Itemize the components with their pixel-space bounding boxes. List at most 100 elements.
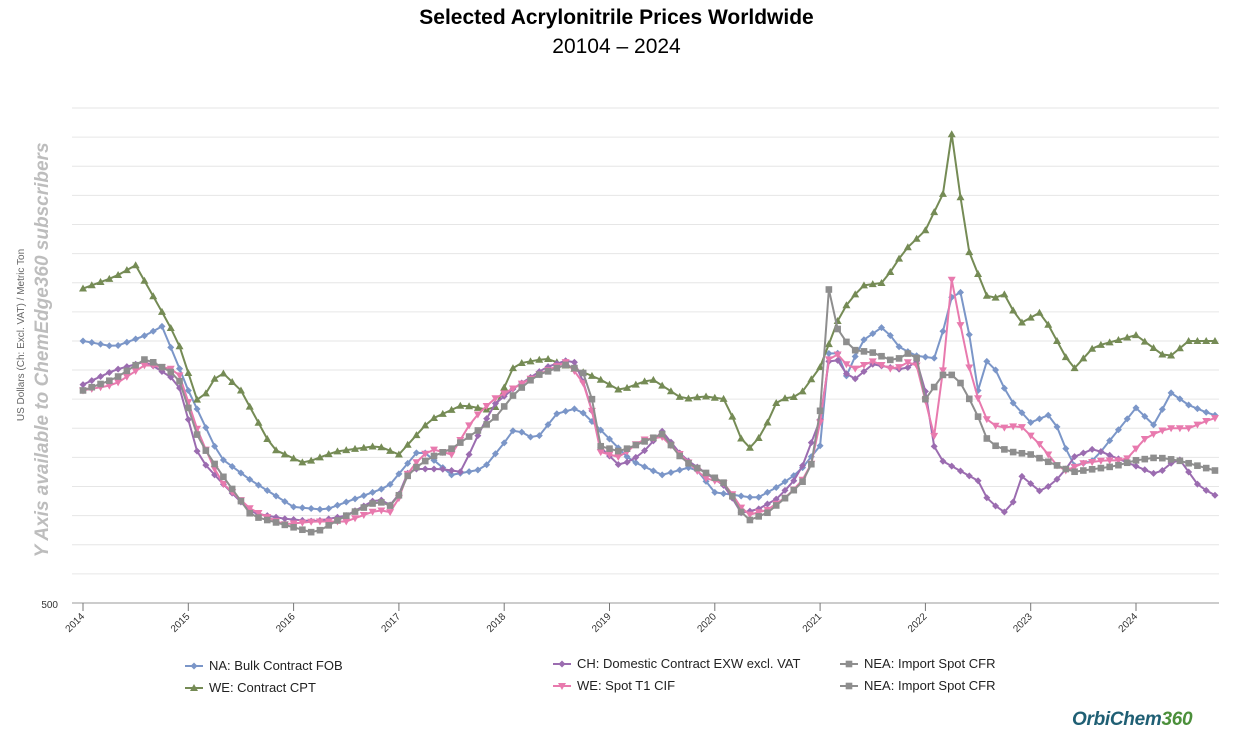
data-point[interactable] [623, 458, 631, 466]
data-point[interactable] [675, 392, 684, 400]
data-point[interactable] [1035, 441, 1044, 449]
legend-item[interactable]: NEA: Import Spot CFR [840, 678, 995, 693]
data-point[interactable] [465, 451, 473, 458]
data-point[interactable] [1202, 408, 1210, 416]
data-point[interactable] [912, 234, 921, 242]
data-point[interactable] [904, 350, 912, 357]
data-point[interactable] [526, 357, 535, 365]
data-point[interactable] [553, 364, 561, 372]
legend-item[interactable]: NEA: Import Spot CFR [840, 656, 995, 671]
data-point[interactable] [386, 446, 395, 454]
data-point[interactable] [957, 467, 964, 475]
data-point[interactable] [88, 383, 96, 391]
data-point[interactable] [237, 497, 245, 505]
data-point[interactable] [658, 430, 666, 438]
data-point[interactable] [377, 507, 386, 515]
data-point[interactable] [307, 505, 315, 513]
data-point[interactable] [693, 464, 701, 472]
data-point[interactable] [201, 389, 210, 397]
data-point[interactable] [255, 514, 262, 521]
data-point[interactable] [845, 660, 853, 667]
data-point[interactable] [404, 472, 411, 480]
data-point[interactable] [982, 291, 991, 299]
data-point[interactable] [930, 354, 938, 362]
data-point[interactable] [474, 432, 482, 440]
data-point[interactable] [315, 453, 324, 461]
data-point[interactable] [1194, 462, 1201, 469]
data-point[interactable] [1141, 412, 1149, 420]
data-point[interactable] [290, 503, 298, 511]
data-point[interactable] [641, 463, 649, 471]
data-point[interactable] [289, 520, 298, 528]
data-point[interactable] [1150, 421, 1158, 429]
data-point[interactable] [123, 367, 131, 375]
data-point[interactable] [281, 515, 289, 523]
data-point[interactable] [1185, 468, 1193, 476]
data-point[interactable] [1026, 432, 1035, 440]
data-point[interactable] [596, 449, 605, 457]
data-point[interactable] [939, 371, 947, 379]
data-point[interactable] [228, 462, 236, 470]
data-point[interactable] [79, 387, 87, 394]
data-point[interactable] [413, 463, 420, 471]
data-point[interactable] [842, 301, 851, 309]
data-point[interactable] [289, 454, 298, 462]
data-point[interactable] [754, 509, 763, 517]
data-point[interactable] [1080, 467, 1087, 474]
data-point[interactable] [948, 371, 956, 379]
data-point[interactable] [509, 427, 517, 435]
data-point[interactable] [439, 465, 447, 473]
data-point[interactable] [1097, 464, 1105, 472]
data-point[interactable] [614, 453, 623, 461]
data-point[interactable] [666, 387, 675, 395]
data-point[interactable] [245, 402, 254, 410]
data-point[interactable] [167, 373, 175, 381]
data-point[interactable] [587, 371, 596, 379]
data-point[interactable] [474, 466, 482, 474]
data-point[interactable] [1167, 456, 1175, 463]
data-point[interactable] [1149, 344, 1158, 352]
data-point[interactable] [720, 479, 727, 486]
data-point[interactable] [333, 501, 341, 509]
data-point[interactable] [281, 497, 289, 505]
data-point[interactable] [386, 480, 394, 488]
data-point[interactable] [746, 493, 754, 501]
data-point[interactable] [1176, 395, 1184, 403]
data-point[interactable] [412, 459, 421, 467]
data-point[interactable] [1079, 449, 1087, 457]
data-point[interactable] [833, 351, 842, 359]
data-point[interactable] [834, 325, 841, 333]
data-point[interactable] [693, 393, 702, 401]
data-point[interactable] [982, 416, 991, 424]
data-point[interactable] [447, 405, 456, 413]
data-point[interactable] [1158, 405, 1166, 413]
data-point[interactable] [395, 470, 403, 478]
data-point[interactable] [237, 469, 245, 477]
data-point[interactable] [132, 361, 139, 369]
data-point[interactable] [746, 516, 754, 524]
data-point[interactable] [1000, 290, 1009, 298]
data-point[interactable] [114, 365, 122, 373]
data-point[interactable] [1105, 338, 1114, 346]
data-point[interactable] [974, 477, 982, 485]
data-point[interactable] [105, 382, 114, 390]
data-point[interactable] [1211, 467, 1219, 474]
data-point[interactable] [895, 364, 904, 372]
data-point[interactable] [88, 377, 96, 385]
data-point[interactable] [1158, 350, 1167, 358]
data-point[interactable] [558, 682, 566, 690]
legend-item[interactable]: WE: Spot T1 CIF [553, 678, 675, 693]
data-point[interactable] [482, 402, 491, 410]
data-point[interactable] [351, 515, 360, 523]
data-point[interactable] [342, 512, 350, 519]
data-point[interactable] [930, 383, 938, 391]
data-point[interactable] [869, 349, 877, 356]
data-point[interactable] [193, 405, 201, 413]
data-point[interactable] [131, 261, 140, 269]
data-point[interactable] [535, 432, 543, 440]
data-point[interactable] [571, 364, 578, 372]
data-point[interactable] [1210, 415, 1219, 423]
data-point[interactable] [342, 518, 351, 526]
data-point[interactable] [720, 490, 728, 498]
data-point[interactable] [544, 355, 553, 363]
